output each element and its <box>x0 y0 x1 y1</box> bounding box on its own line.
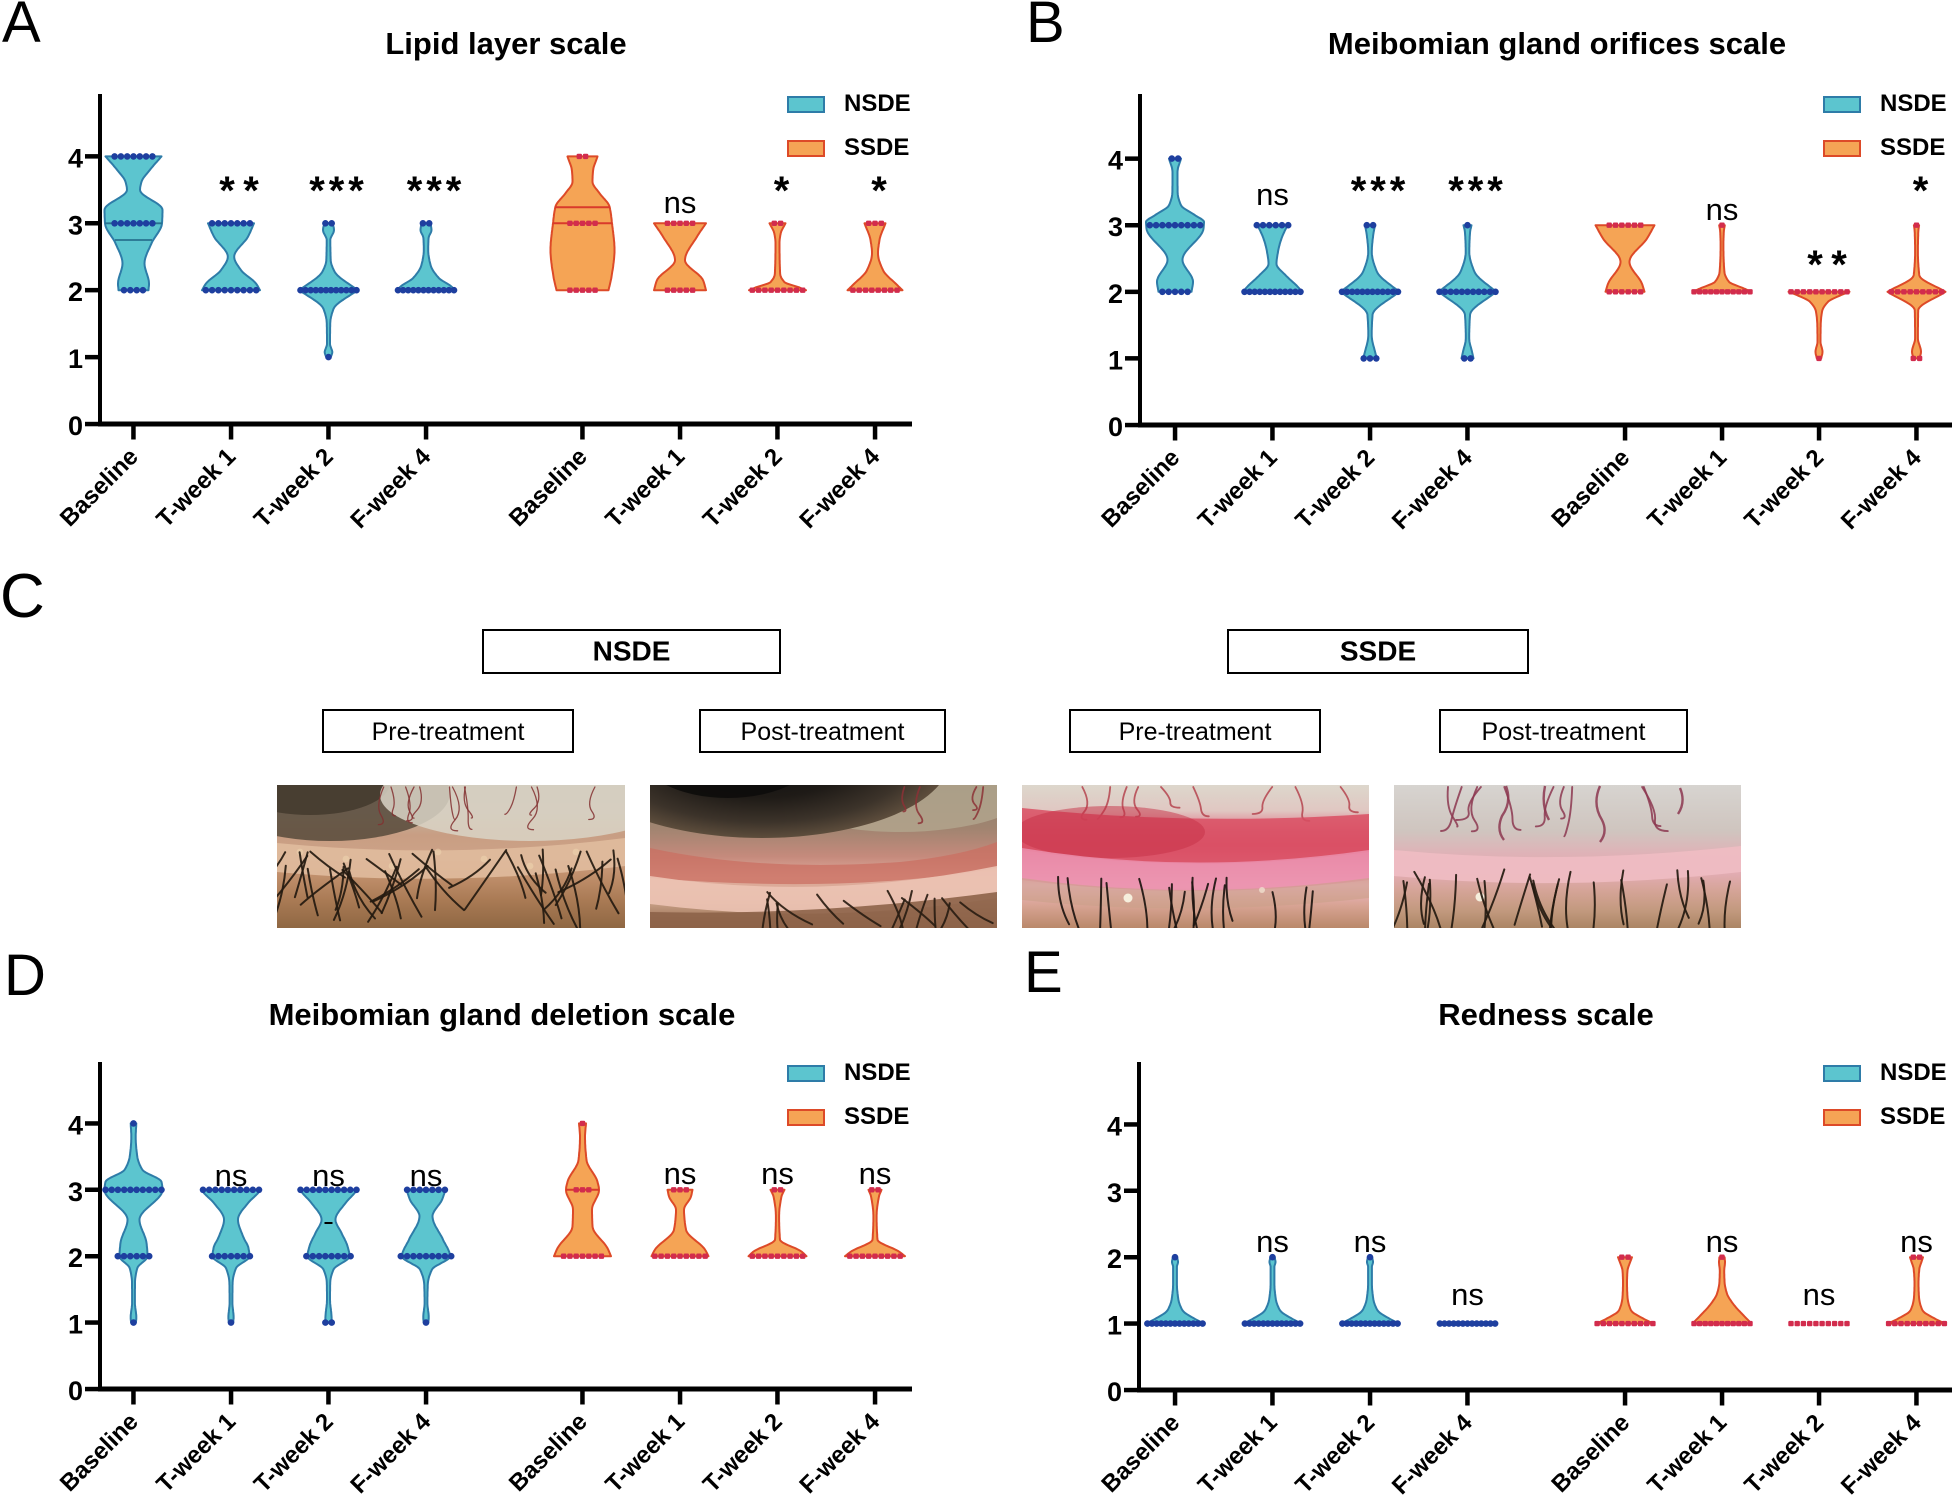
svg-text:*: * <box>1370 169 1386 213</box>
svg-text:ns: ns <box>1256 177 1289 212</box>
svg-text:*: * <box>871 169 887 213</box>
svg-text:Lipid layer scale: Lipid layer scale <box>385 26 626 61</box>
svg-text:2: 2 <box>68 1243 83 1273</box>
svg-text:1: 1 <box>1107 1311 1122 1341</box>
svg-text:ns: ns <box>1803 1277 1836 1312</box>
svg-text:ns: ns <box>312 1158 345 1193</box>
svg-text:ns: ns <box>664 1156 697 1191</box>
svg-text:3: 3 <box>68 1177 83 1207</box>
svg-text:*: * <box>1831 243 1847 287</box>
svg-text:3: 3 <box>1108 212 1123 242</box>
svg-text:*: * <box>219 169 235 213</box>
svg-text:*: * <box>329 169 345 213</box>
svg-text:ns: ns <box>1706 192 1739 227</box>
svg-text:Pre-treatment: Pre-treatment <box>372 718 525 746</box>
svg-text:4: 4 <box>1108 146 1123 176</box>
svg-text:ns: ns <box>1256 1224 1289 1259</box>
svg-text:ns: ns <box>1706 1224 1739 1259</box>
svg-text:*: * <box>1448 169 1464 213</box>
svg-text:NSDE: NSDE <box>844 90 911 117</box>
svg-text:*: * <box>243 169 259 213</box>
svg-text:0: 0 <box>68 1376 83 1406</box>
svg-text:ns: ns <box>761 1156 794 1191</box>
svg-text:*: * <box>1468 169 1484 213</box>
svg-text:Post-treatment: Post-treatment <box>741 718 905 746</box>
svg-text:ns: ns <box>664 185 697 220</box>
svg-text:NSDE: NSDE <box>593 636 671 667</box>
svg-text:0: 0 <box>1108 412 1123 442</box>
svg-text:D: D <box>4 943 46 1008</box>
svg-text:*: * <box>1487 169 1503 213</box>
svg-text:NSDE: NSDE <box>1880 90 1947 117</box>
svg-text:*: * <box>348 169 364 213</box>
svg-text:Meibomian gland orifices scale: Meibomian gland orifices scale <box>1328 26 1786 61</box>
svg-text:2: 2 <box>1107 1244 1122 1274</box>
svg-text:*: * <box>407 169 423 213</box>
svg-text:ns: ns <box>215 1158 248 1193</box>
svg-text:ns: ns <box>1354 1224 1387 1259</box>
svg-text:Pre-treatment: Pre-treatment <box>1119 718 1272 746</box>
svg-text:*: * <box>1351 169 1367 213</box>
svg-text:0: 0 <box>68 411 83 441</box>
svg-text:1: 1 <box>68 344 83 374</box>
svg-text:B: B <box>1026 0 1065 55</box>
svg-text:2: 2 <box>68 277 83 307</box>
svg-text:0: 0 <box>1107 1377 1122 1407</box>
svg-text:C: C <box>0 562 45 631</box>
svg-text:ns: ns <box>1900 1224 1933 1259</box>
svg-text:NSDE: NSDE <box>1880 1059 1947 1086</box>
svg-text:Post-treatment: Post-treatment <box>1482 718 1646 746</box>
svg-text:SSDE: SSDE <box>844 1103 909 1130</box>
svg-text:1: 1 <box>68 1310 83 1340</box>
svg-text:SSDE: SSDE <box>1340 636 1416 667</box>
svg-text:SSDE: SSDE <box>844 134 909 161</box>
svg-text:SSDE: SSDE <box>1880 134 1945 161</box>
svg-text:A: A <box>2 0 41 55</box>
svg-text:3: 3 <box>68 210 83 240</box>
svg-text:4: 4 <box>68 1110 83 1140</box>
svg-text:*: * <box>309 169 325 213</box>
svg-text:*: * <box>1807 243 1823 287</box>
svg-text:1: 1 <box>1108 345 1123 375</box>
svg-text:E: E <box>1024 940 1063 1005</box>
svg-text:NSDE: NSDE <box>844 1059 911 1086</box>
svg-text:3: 3 <box>1107 1178 1122 1208</box>
svg-text:*: * <box>774 169 790 213</box>
svg-text:Meibomian gland deletion scale: Meibomian gland deletion scale <box>269 997 736 1032</box>
svg-text:*: * <box>446 169 462 213</box>
svg-text:SSDE: SSDE <box>1880 1103 1945 1130</box>
svg-text:ns: ns <box>859 1156 892 1191</box>
svg-text:4: 4 <box>1107 1111 1122 1141</box>
svg-text:*: * <box>426 169 442 213</box>
svg-text:Redness scale: Redness scale <box>1438 997 1653 1032</box>
svg-text:4: 4 <box>68 143 83 173</box>
svg-text:2: 2 <box>1108 279 1123 309</box>
svg-text:*: * <box>1913 169 1929 213</box>
svg-text:*: * <box>1390 169 1406 213</box>
svg-text:ns: ns <box>1451 1277 1484 1312</box>
svg-text:ns: ns <box>410 1158 443 1193</box>
